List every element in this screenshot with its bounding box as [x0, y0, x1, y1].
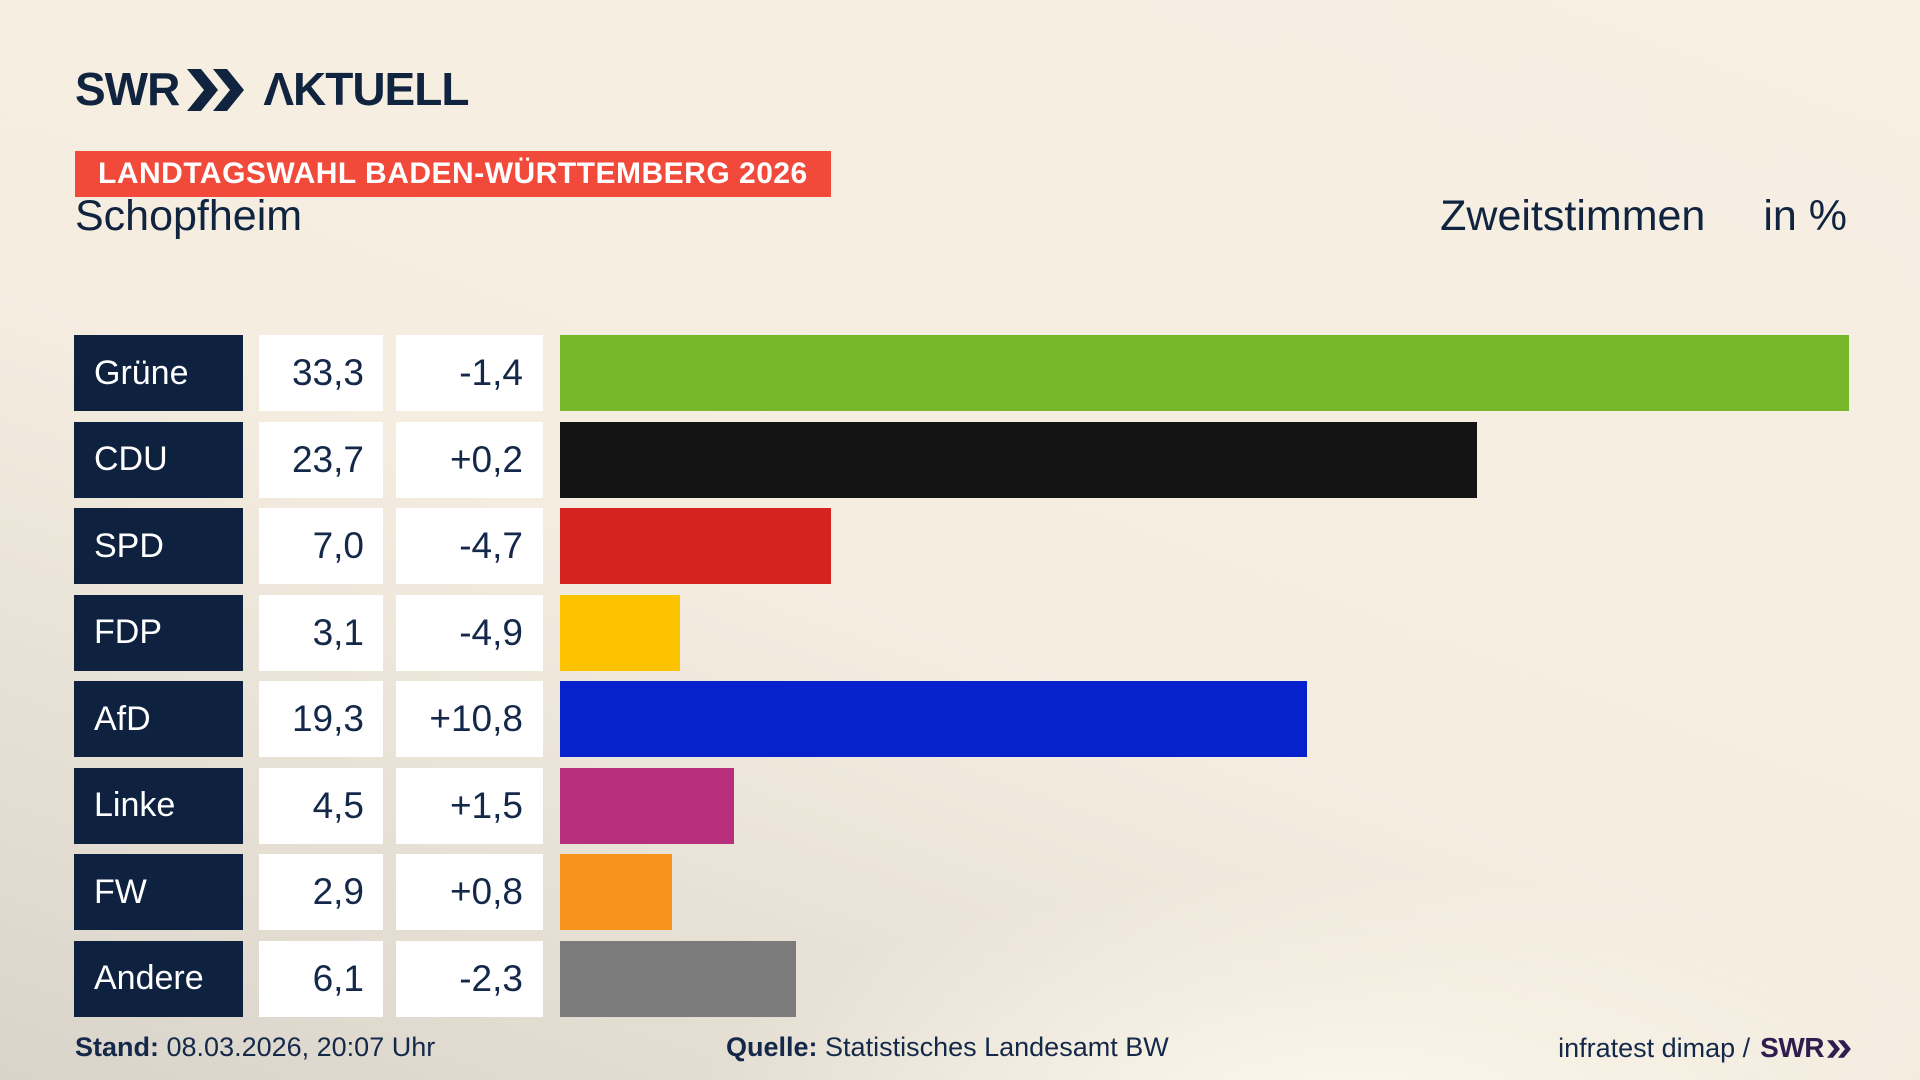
party-value-box: 3,1 [259, 594, 383, 671]
results-bar-chart: Grüne 33,3 -1,4 CDU 23,7 +0,2 [74, 335, 1849, 1017]
party-change-box: +0,8 [396, 854, 543, 930]
party-label-box: Linke [74, 767, 243, 844]
swr-aktuell-logo: SWR ΛKTUELL [75, 62, 469, 116]
bar-track [560, 940, 1849, 1017]
bar-track [560, 421, 1849, 498]
party-value: 19,3 [291, 698, 364, 739]
party-row: SPD 7,0 -4,7 [74, 508, 1849, 584]
logo-aktuell-text: ΛKTUELL [263, 63, 469, 115]
party-label-box: SPD [74, 508, 243, 584]
bar-track [560, 508, 1849, 584]
party-name: SPD [94, 526, 164, 565]
party-name: FW [94, 872, 147, 911]
bar-track [560, 681, 1849, 757]
party-change-box: -1,4 [396, 335, 543, 411]
party-row: CDU 23,7 +0,2 [74, 421, 1849, 498]
election-banner: LANDTAGSWAHL BADEN-WÜRTTEMBERG 2026 [75, 151, 831, 197]
party-label-box: Grüne [74, 335, 243, 411]
party-change: +0,8 [449, 871, 523, 912]
result-bar [560, 940, 797, 1017]
party-value: 33,3 [291, 352, 364, 393]
result-bar [560, 508, 831, 584]
party-value-box: 19,3 [259, 681, 383, 757]
party-value-box: 4,5 [259, 767, 383, 844]
party-change-box: -4,7 [396, 508, 543, 584]
source-note: Quelle: Statistisches Landesamt BW [726, 1032, 1169, 1063]
credit-note: infratest dimap / SWR [1558, 1032, 1853, 1064]
result-bar [560, 854, 673, 930]
credit-text: infratest dimap / [1558, 1032, 1751, 1063]
stand-value: 08.03.2026, 20:07 Uhr [166, 1032, 436, 1062]
party-name: CDU [94, 440, 168, 478]
bar-track [560, 594, 1849, 671]
logo-swr-text: SWR [75, 63, 180, 115]
stand-timestamp: Stand: 08.03.2026, 20:07 Uhr [75, 1032, 435, 1063]
election-banner-text: LANDTAGSWAHL BADEN-WÜRTTEMBERG 2026 [98, 157, 808, 190]
party-name: Linke [94, 786, 176, 824]
party-row: Grüne 33,3 -1,4 [74, 335, 1849, 411]
party-row: FDP 3,1 -4,9 [74, 594, 1849, 671]
party-change: +0,2 [449, 438, 523, 480]
party-name: FDP [94, 613, 162, 651]
party-value-box: 6,1 [259, 940, 383, 1017]
result-bar [560, 767, 735, 844]
party-change-box: -2,3 [396, 940, 543, 1017]
footer: Stand: 08.03.2026, 20:07 Uhr Quelle: Sta… [0, 1032, 1920, 1072]
bar-track [560, 767, 1849, 844]
party-change: -2,3 [459, 957, 523, 999]
party-row: AfD 19,3 +10,8 [74, 681, 1849, 757]
party-change: -4,9 [459, 611, 523, 653]
party-change: -4,7 [459, 525, 523, 566]
party-change: +1,5 [449, 784, 523, 826]
party-value: 7,0 [312, 525, 364, 566]
bar-track [560, 854, 1849, 930]
party-change-box: +1,5 [396, 767, 543, 844]
party-change-box: +10,8 [396, 681, 543, 757]
source-label: Quelle: [726, 1032, 818, 1062]
party-label-box: AfD [74, 681, 243, 757]
party-name: AfD [94, 699, 151, 738]
party-value: 6,1 [312, 957, 364, 999]
party-change: +10,8 [429, 698, 523, 739]
unit-label: in % [1763, 192, 1847, 240]
party-value-box: 23,7 [259, 421, 383, 498]
bar-track [560, 335, 1849, 411]
party-value: 2,9 [312, 871, 364, 912]
result-bar [560, 421, 1478, 498]
party-row: Andere 6,1 -2,3 [74, 940, 1849, 1017]
credit-swr-text: SWR [1760, 1032, 1824, 1063]
credit-swr-chevrons-icon [1827, 1040, 1851, 1058]
party-change: -1,4 [459, 352, 523, 393]
party-change-box: +0,2 [396, 421, 543, 498]
party-label-box: Andere [74, 940, 243, 1017]
swr-logo-chevrons-icon [187, 69, 245, 111]
result-bar [560, 335, 1849, 411]
party-label-box: FW [74, 854, 243, 930]
party-value-box: 7,0 [259, 508, 383, 584]
stand-label: Stand: [75, 1032, 159, 1062]
party-value: 3,1 [312, 611, 364, 653]
party-value-box: 33,3 [259, 335, 383, 411]
result-bar [560, 594, 680, 671]
measure-label: Zweitstimmen [1440, 192, 1706, 240]
party-row: FW 2,9 +0,8 [74, 854, 1849, 930]
municipality-title: Schopfheim [75, 192, 303, 240]
credit-swr-mark: SWR [1760, 1032, 1853, 1064]
party-label-box: CDU [74, 421, 243, 498]
party-row: Linke 4,5 +1,5 [74, 767, 1849, 844]
party-value-box: 2,9 [259, 854, 383, 930]
source-value: Statistisches Landesamt BW [825, 1032, 1169, 1062]
measure-title: Zweitstimmen in % [1440, 192, 1847, 241]
party-name: Andere [94, 959, 204, 997]
party-name: Grüne [94, 353, 189, 392]
party-value: 23,7 [291, 438, 364, 480]
result-bar [560, 681, 1308, 757]
party-change-box: -4,9 [396, 594, 543, 671]
party-label-box: FDP [74, 594, 243, 671]
party-value: 4,5 [312, 784, 364, 826]
